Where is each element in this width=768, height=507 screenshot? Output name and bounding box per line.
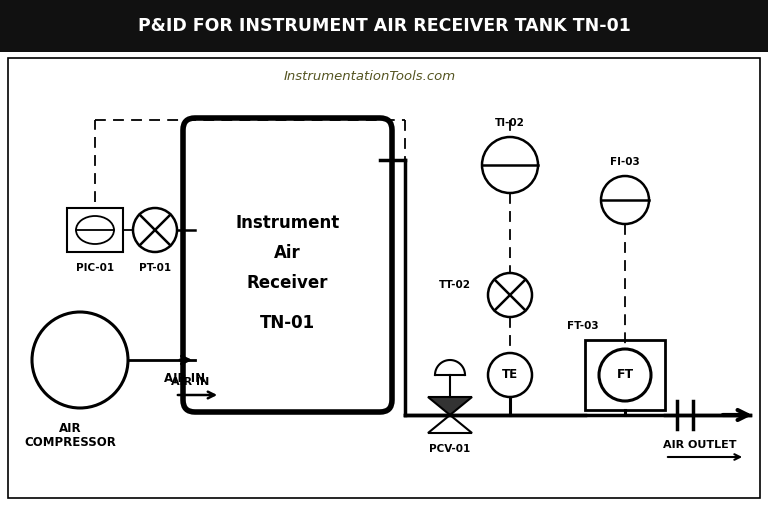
- FancyBboxPatch shape: [183, 118, 392, 412]
- Text: TI-02: TI-02: [495, 118, 525, 128]
- Text: PIC-01: PIC-01: [76, 263, 114, 273]
- Bar: [67, 208, 123, 252]
- Text: P&ID FOR INSTRUMENT AIR RECEIVER TANK TN-01: P&ID FOR INSTRUMENT AIR RECEIVER TANK TN…: [137, 17, 631, 35]
- Text: PCV-01: PCV-01: [429, 444, 471, 454]
- Text: FT: FT: [617, 369, 634, 381]
- Text: InstrumentationTools.com: InstrumentationTools.com: [284, 69, 456, 83]
- Text: TT-02: TT-02: [439, 280, 471, 290]
- Polygon shape: [428, 397, 472, 415]
- Text: TN-01: TN-01: [260, 314, 315, 332]
- Text: AIR IN: AIR IN: [170, 377, 209, 387]
- Text: Instrument: Instrument: [235, 214, 339, 232]
- Polygon shape: [428, 415, 472, 433]
- Text: PT-01: PT-01: [139, 263, 171, 273]
- Text: FI-03: FI-03: [610, 157, 640, 167]
- Text: TE: TE: [502, 369, 518, 381]
- Text: FT-03: FT-03: [568, 321, 599, 331]
- Bar: [0, 0, 768, 52]
- Text: Receiver: Receiver: [247, 274, 328, 292]
- Text: AIR: AIR: [58, 421, 81, 434]
- Text: Air: Air: [274, 244, 301, 262]
- Bar: [8, 58, 760, 498]
- Bar: [585, 340, 665, 410]
- Text: COMPRESSOR: COMPRESSOR: [24, 437, 116, 450]
- Text: AIR OUTLET: AIR OUTLET: [664, 440, 737, 450]
- Text: AIR IN: AIR IN: [164, 372, 206, 384]
